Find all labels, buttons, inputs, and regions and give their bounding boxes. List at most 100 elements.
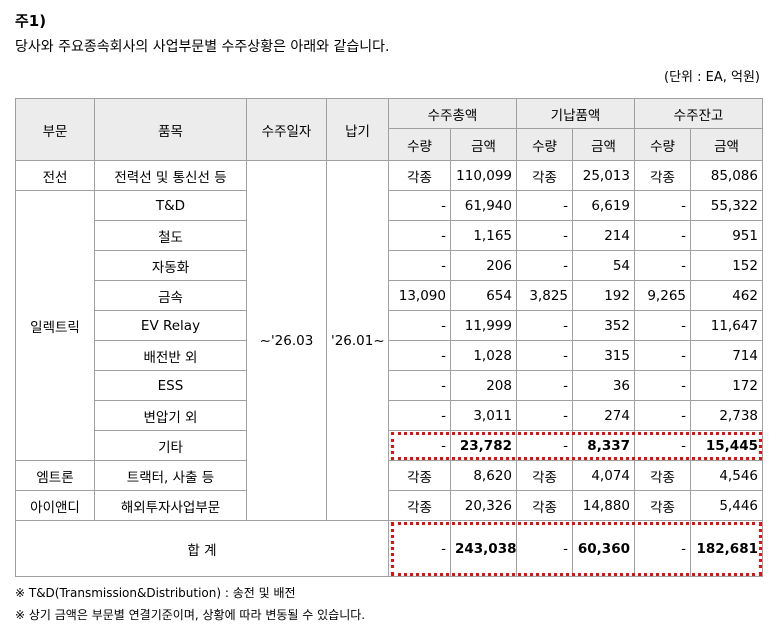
value-cell: 9,265 <box>634 280 691 311</box>
value-cell: - <box>516 190 573 221</box>
item-cell: 자동화 <box>94 250 247 281</box>
value-cell: 352 <box>572 310 635 341</box>
item-cell: 철도 <box>94 220 247 251</box>
value-cell: 8,620 <box>450 460 517 491</box>
row: 철도 -1,165-214-951 <box>16 220 763 251</box>
subtitle: 당사와 주요종속회사의 사업부문별 수주상황은 아래와 같습니다. <box>15 39 390 55</box>
value-cell: - <box>634 220 691 251</box>
value-cell: 206 <box>450 250 517 281</box>
note: ※ 상기 금액은 부문별 연결기준이며, 상황에 따라 변동될 수 있습니다. <box>15 608 366 622</box>
value-cell: 214 <box>572 220 635 251</box>
value-cell: 각종 <box>634 490 691 521</box>
value-cell: 274 <box>572 400 635 431</box>
item-cell: EV Relay <box>94 310 247 341</box>
row: 배전반 외 -1,028-315-714 <box>16 340 763 371</box>
header-cell: 수량 <box>388 128 451 161</box>
value-cell: 5,446 <box>690 490 763 521</box>
value-cell: - <box>388 520 451 577</box>
row: 아이앤디 해외투자사업부문 각종 20,326 각종 14,880 각종 5,446 <box>15 490 763 521</box>
value-cell: - <box>388 400 451 431</box>
value-cell: - <box>634 340 691 371</box>
row: 엠트론 트랙터, 사출 등 각종 8,620 각종 4,074 각종 4,546 <box>15 460 763 491</box>
row: EV Relay -11,999-352-11,647 <box>16 310 763 341</box>
value-cell: 4,546 <box>690 460 763 491</box>
row: 자동화 -206-54-152 <box>16 250 763 281</box>
item-cell: T&D <box>94 190 247 221</box>
value-cell: 6,619 <box>572 190 635 221</box>
value-cell: 61,940 <box>450 190 517 221</box>
segment-cell: 아이앤디 <box>15 490 95 521</box>
header-cell: 부문 <box>15 98 95 161</box>
item-cell: 금속 <box>94 280 247 311</box>
item-cell: 해외투자사업부문 <box>94 490 247 521</box>
row: 부문 품목 수주일자 납기 수주총액 기납품액 수주잔고 <box>15 98 763 161</box>
value-cell: 1,165 <box>450 220 517 251</box>
value-cell: - <box>388 310 451 341</box>
value-cell: - <box>516 220 573 251</box>
segment-cell: 일렉트릭 <box>15 190 95 461</box>
order-table: 부문 품목 수주일자 납기 수주총액 기납품액 수주잔고 수량 금액 수량 금액 수량 금액 전선 전력선 … <box>15 98 763 577</box>
row: 금속 13,090 654 3,825 192 9,265 462 <box>16 280 763 311</box>
value-cell: 714 <box>690 340 763 371</box>
header-cell: 금액 <box>690 128 763 161</box>
highlight-box <box>390 431 762 460</box>
value-cell: - <box>634 190 691 221</box>
header-cell: 납기 <box>326 98 389 161</box>
value-cell: 3,825 <box>516 280 573 311</box>
header-cell: 수량 <box>516 128 573 161</box>
value-cell: - <box>516 340 573 371</box>
value-cell: 8,337 <box>572 430 635 461</box>
value-cell: 각종 <box>634 460 691 491</box>
value-cell: 208 <box>450 370 517 401</box>
header-cell: 수량 <box>634 128 691 161</box>
header-cell: 품목 <box>94 98 247 161</box>
item-cell: 변압기 외 <box>94 400 247 431</box>
item-cell: 배전반 외 <box>94 340 247 371</box>
value-cell: 14,880 <box>572 490 635 521</box>
row: 전선 전력선 및 통신선 등 ~'26.03'26.01~ 각종 110,099 각종 25… <box>15 160 763 521</box>
segment-cell: 엠트론 <box>15 460 95 491</box>
header-cell: 수주잔고 <box>634 98 763 129</box>
value-cell: 20,326 <box>450 490 517 521</box>
value-cell: 각종 <box>516 490 573 521</box>
value-cell: 3,011 <box>450 400 517 431</box>
row: ESS -208-36-172 <box>16 370 763 401</box>
header-cell: 수주일자 <box>246 98 327 161</box>
header-cell: 금액 <box>572 128 635 161</box>
value-cell: - <box>634 370 691 401</box>
row: 일렉트릭 T&D -61,940-6,619-55,322 <box>15 190 763 461</box>
title: 주1) <box>15 12 47 30</box>
value-cell: 55,322 <box>690 190 763 221</box>
value-cell: - <box>516 250 573 281</box>
unit: (단위 : EA, 억원) <box>664 70 760 85</box>
value-cell: - <box>388 370 451 401</box>
value-cell: - <box>516 520 573 577</box>
value-cell: 1,028 <box>450 340 517 371</box>
value-cell: 25,013 <box>572 160 635 191</box>
note: ※ T&D(Transmission&Distribution) : 송전 및 … <box>15 586 296 600</box>
value-cell: - <box>634 250 691 281</box>
value-cell: 85,086 <box>690 160 763 191</box>
value-cell: - <box>516 310 573 341</box>
value-cell: - <box>634 400 691 431</box>
row: 변압기 외 -3,011-274-2,738 <box>16 400 763 431</box>
value-cell: 11,647 <box>690 310 763 341</box>
row: 기타 -23,782-8,337-15,445 <box>16 430 763 461</box>
value-cell: 각종 <box>634 160 691 191</box>
value-cell: 182,681 <box>690 520 763 577</box>
total-label: 합 계 <box>15 520 389 577</box>
value-cell: 4,074 <box>572 460 635 491</box>
value-cell: 315 <box>572 340 635 371</box>
value-cell: 36 <box>572 370 635 401</box>
header-cell: 기납품액 <box>516 98 635 129</box>
value-cell: - <box>388 190 451 221</box>
value-cell: - <box>516 370 573 401</box>
value-cell: - <box>388 250 451 281</box>
value-cell: 15,445 <box>690 430 763 461</box>
item-cell: 전력선 및 통신선 등 <box>94 160 247 191</box>
value-cell: - <box>388 220 451 251</box>
value-cell: 60,360 <box>572 520 635 577</box>
header-cell: 수주총액 <box>388 98 517 129</box>
value-cell: - <box>634 310 691 341</box>
